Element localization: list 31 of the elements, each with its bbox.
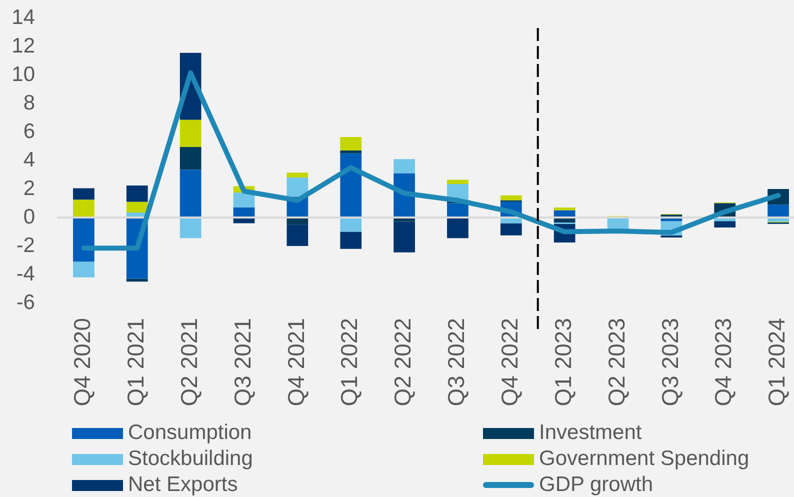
- legend-label: Consumption: [128, 421, 252, 445]
- y-tick-label: 8: [23, 91, 35, 114]
- x-tick-label: Q1 2024: [764, 318, 790, 406]
- y-tick-label: 4: [23, 148, 36, 172]
- y-tick-label: -4: [16, 262, 36, 286]
- x-tick-label: Q2 2021: [176, 318, 202, 406]
- legend-label: Stockbuilding: [128, 447, 253, 471]
- y-tick-label: 2: [23, 176, 35, 200]
- y-tick-label: 6: [23, 120, 35, 143]
- legend-label: Investment: [539, 421, 642, 445]
- legend-label: GDP growth: [539, 473, 653, 497]
- x-tick-label: Q1 2023: [550, 318, 576, 406]
- y-tick-label: 10: [12, 62, 35, 86]
- legend-label: Government Spending: [539, 447, 750, 471]
- y-tick-label: 12: [12, 34, 35, 58]
- x-tick-label: Q3 2023: [656, 318, 683, 406]
- x-tick-label: Q1 2022: [336, 318, 362, 406]
- x-tick-label: Q2 2023: [603, 318, 630, 406]
- x-tick-label: Q1 2021: [122, 318, 148, 406]
- x-tick-label: Q4 2023: [710, 318, 736, 406]
- x-tick-label: Q3 2022: [443, 318, 470, 406]
- y-tick-label: -2: [16, 234, 35, 257]
- x-tick-label: Q4 2022: [496, 318, 522, 406]
- x-tick-label: Q2 2022: [390, 318, 416, 406]
- y-tick-label: -6: [16, 290, 35, 314]
- x-tick-label: Q4 2020: [69, 318, 96, 406]
- y-tick-label: 14: [12, 6, 36, 29]
- x-tick-label: Q3 2021: [229, 318, 256, 406]
- legend-label: Net Exports: [128, 473, 238, 497]
- x-tick-label: Q4 2021: [282, 318, 309, 406]
- y-tick-label: 0: [23, 205, 35, 228]
